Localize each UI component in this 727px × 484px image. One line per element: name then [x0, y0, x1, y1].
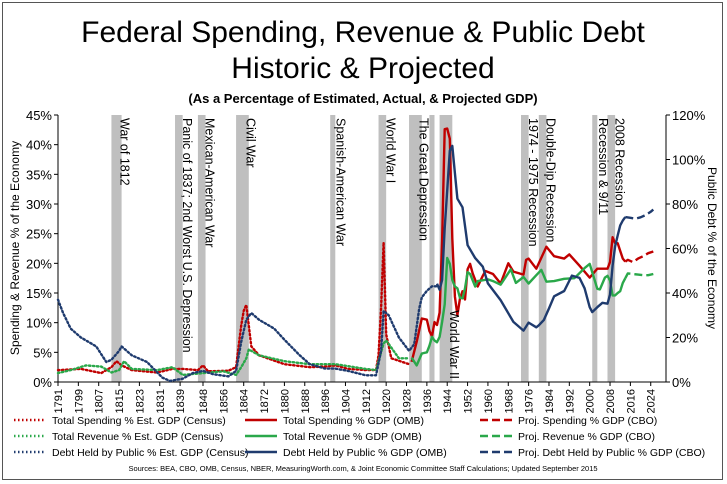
y-left-tick-label: 45%	[26, 108, 52, 123]
event-label: Double-Dip Recession	[544, 118, 558, 242]
event-label: 1974 - 1975 Recession	[526, 118, 540, 247]
x-tick-label: 1904	[340, 389, 352, 413]
y-right-tick-label: 80%	[672, 197, 698, 212]
x-tick-label: 1952	[463, 389, 475, 413]
y-left-tick-label: 35%	[26, 167, 52, 182]
y-left-tick-label: 15%	[26, 286, 52, 301]
series-line	[435, 144, 627, 332]
x-tick-label: 1888	[300, 389, 312, 413]
x-tick-label: 1928	[402, 389, 414, 413]
x-tick-label: 1912	[361, 389, 373, 413]
y-left-tick-label: 25%	[26, 227, 52, 242]
event-label: Recession & 9/11	[596, 118, 610, 215]
x-tick-label: 2016	[625, 389, 637, 413]
y-right-tick-label: 100%	[672, 153, 706, 168]
event-bar	[197, 115, 206, 382]
legend-label: Total Revenue % Est. GDP (Census)	[52, 431, 223, 443]
legend-label: Total Spending % Est. GDP (Census)	[52, 415, 226, 427]
source-note: Sources: BEA, CBO, OMB, Census, NBER, Me…	[128, 464, 597, 473]
x-tick-label: 2024	[646, 389, 658, 413]
event-label: World War II	[447, 310, 461, 379]
legend-label: Total Revenue % GDP (OMB)	[283, 431, 422, 443]
y-left-tick-label: 10%	[26, 316, 52, 331]
event-bar	[592, 115, 598, 382]
x-tick-label: 2000	[585, 389, 597, 413]
chart-subtitle: (As a Percentage of Estimated, Actual, &…	[188, 91, 537, 106]
axes: 0% 5% 10% 15% 20% 25% 30% 35% 40% 45% 0% 20% 40% 60% 8…	[26, 108, 706, 413]
chart-frame	[2, 2, 723, 480]
x-tick-label: 1864	[239, 389, 251, 413]
y-left-tick-label: 20%	[26, 256, 52, 271]
x-tick-label: 1848	[198, 389, 210, 413]
event-bar	[175, 115, 183, 382]
event-bar	[429, 115, 435, 382]
y-right-tick-label: 20%	[672, 331, 698, 346]
y-left-tick-label: 5%	[33, 345, 52, 360]
chart-title-line1: Federal Spending, Revenue & Public Debt	[81, 16, 645, 49]
event-bar	[520, 115, 529, 382]
event-labels: War of 1812 Panic of 1837; 2nd Worst U.S.…	[118, 118, 627, 379]
legend: Total Spending % Est. GDP (Census) Total …	[14, 415, 705, 459]
legend-label: Debt Held by Public % GDP (OMB)	[283, 447, 447, 459]
series-line	[625, 208, 655, 220]
y-right-tick-label: 0%	[672, 375, 691, 390]
y-axis-right-label: Public Debt % of the Economy	[705, 167, 719, 329]
y-right-tick-label: 40%	[672, 286, 698, 301]
x-tick-label: 1823	[134, 389, 146, 413]
series-line	[624, 250, 654, 264]
series-lines	[56, 127, 655, 383]
legend-label: Proj. Revenue % GDP (CBO)	[518, 431, 655, 443]
series-line	[410, 256, 627, 367]
x-tick-label: 1984	[544, 389, 556, 413]
chart-title-line2: Historic & Projected	[231, 52, 494, 85]
legend-label: Proj. Spending % GDP (CBO)	[518, 415, 657, 427]
event-label: World War I	[383, 118, 397, 183]
x-tick-label: 1896	[320, 389, 332, 413]
event-label: Panic of 1837; 2nd Worst U.S. Depression	[180, 118, 194, 353]
event-label: Civil War	[243, 118, 257, 168]
event-bar	[111, 115, 122, 382]
x-tick-label: 1976	[524, 389, 536, 413]
event-label: War of 1812	[118, 118, 132, 186]
y-left-tick-label: 40%	[26, 138, 52, 153]
x-tick-label: 1944	[442, 389, 454, 413]
event-label: 2008 Recession	[612, 118, 626, 208]
x-tick-label: 1839	[175, 389, 187, 413]
legend-label: Debt Held by Public % Est. GDP (Census)	[52, 447, 248, 459]
x-tick-label: 1968	[503, 389, 515, 413]
y-axis-left-label: Spending & Revenue % of the Economy	[8, 141, 22, 355]
x-tick-label: 1936	[422, 389, 434, 413]
y-right-tick-label: 120%	[672, 108, 706, 123]
event-bar	[236, 115, 249, 382]
event-label: Spanish-American War	[334, 118, 348, 246]
event-label: The Great Depression	[416, 118, 430, 241]
x-tick-label: 1872	[259, 389, 271, 413]
x-tick-label: 1856	[218, 389, 230, 413]
x-tick-label: 1920	[381, 389, 393, 413]
y-right-tick-label: 60%	[672, 242, 698, 257]
x-tick-label: 1880	[279, 389, 291, 413]
event-bar	[330, 115, 336, 382]
series-line	[56, 241, 411, 375]
x-tick-label: 1799	[73, 389, 85, 413]
event-bar	[538, 115, 547, 382]
x-tick-label: 1815	[114, 389, 126, 413]
series-line	[56, 285, 439, 383]
x-tick-label: 1960	[483, 389, 495, 413]
legend-label: Total Spending % GDP (OMB)	[283, 415, 424, 427]
y-left-tick-label: 0%	[33, 375, 52, 390]
x-tick-label: 1831	[155, 389, 167, 413]
event-label: Mexican-American War	[203, 118, 217, 247]
x-tick-label: 1791	[53, 389, 65, 413]
x-tick-label: 1992	[564, 389, 576, 413]
x-tick-label: 2008	[605, 389, 617, 413]
series-line	[624, 272, 654, 279]
x-tick-label: 1807	[94, 389, 106, 413]
y-left-tick-label: 30%	[26, 197, 52, 212]
legend-label: Proj. Debt Held by Public % GDP (CBO)	[518, 447, 705, 459]
